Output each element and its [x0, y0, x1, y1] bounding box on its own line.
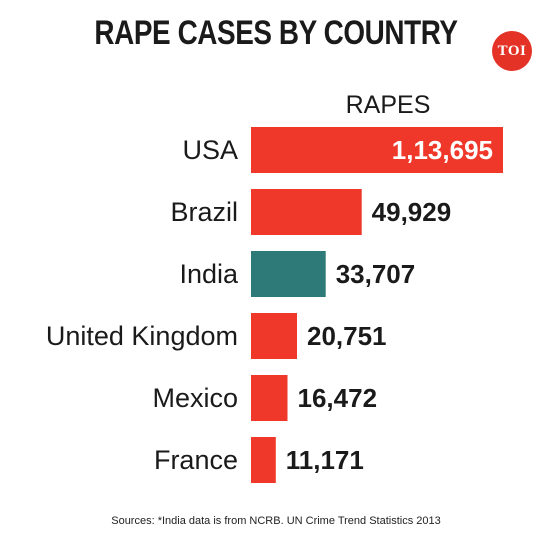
toi-logo: TOI	[492, 31, 532, 71]
bar-usa	[251, 127, 503, 173]
bar-united-kingdom	[251, 313, 297, 359]
category-label-brazil: Brazil	[170, 197, 238, 227]
value-label-france: 11,171	[286, 445, 364, 475]
series-label: RAPES	[346, 91, 431, 119]
value-label-mexico: 16,472	[298, 383, 378, 413]
bar-chart: RAPES USA 1,13,695 Brazil 49,929 India 33,707…	[46, 91, 503, 483]
source-note: Sources: *India data is from NCRB. UN Cr…	[111, 515, 441, 527]
category-label-united-kingdom: United Kingdom	[46, 321, 238, 351]
chart-title: RAPE CASES BY COUNTRY	[94, 14, 458, 52]
category-label-usa: USA	[182, 135, 238, 165]
bar-mexico	[251, 375, 288, 421]
value-label-brazil: 49,929	[372, 197, 452, 227]
category-label-mexico: Mexico	[152, 383, 238, 413]
value-label-india: 33,707	[336, 259, 416, 289]
bar-brazil	[251, 189, 362, 235]
bar-india	[251, 251, 326, 297]
bar-france	[251, 437, 276, 483]
value-label-usa: 1,13,695	[392, 135, 493, 165]
value-label-united-kingdom: 20,751	[307, 321, 387, 351]
category-label-france: France	[154, 445, 238, 475]
category-label-india: India	[179, 259, 239, 289]
